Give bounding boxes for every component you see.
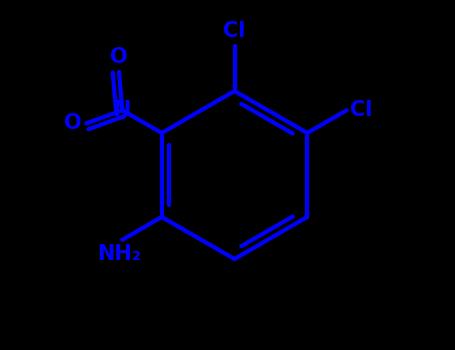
Text: Cl: Cl xyxy=(223,21,246,41)
Text: NH₂: NH₂ xyxy=(97,244,141,264)
Text: O: O xyxy=(64,113,82,133)
Text: O: O xyxy=(110,47,128,67)
Text: Cl: Cl xyxy=(350,100,373,120)
Text: N: N xyxy=(113,100,131,120)
